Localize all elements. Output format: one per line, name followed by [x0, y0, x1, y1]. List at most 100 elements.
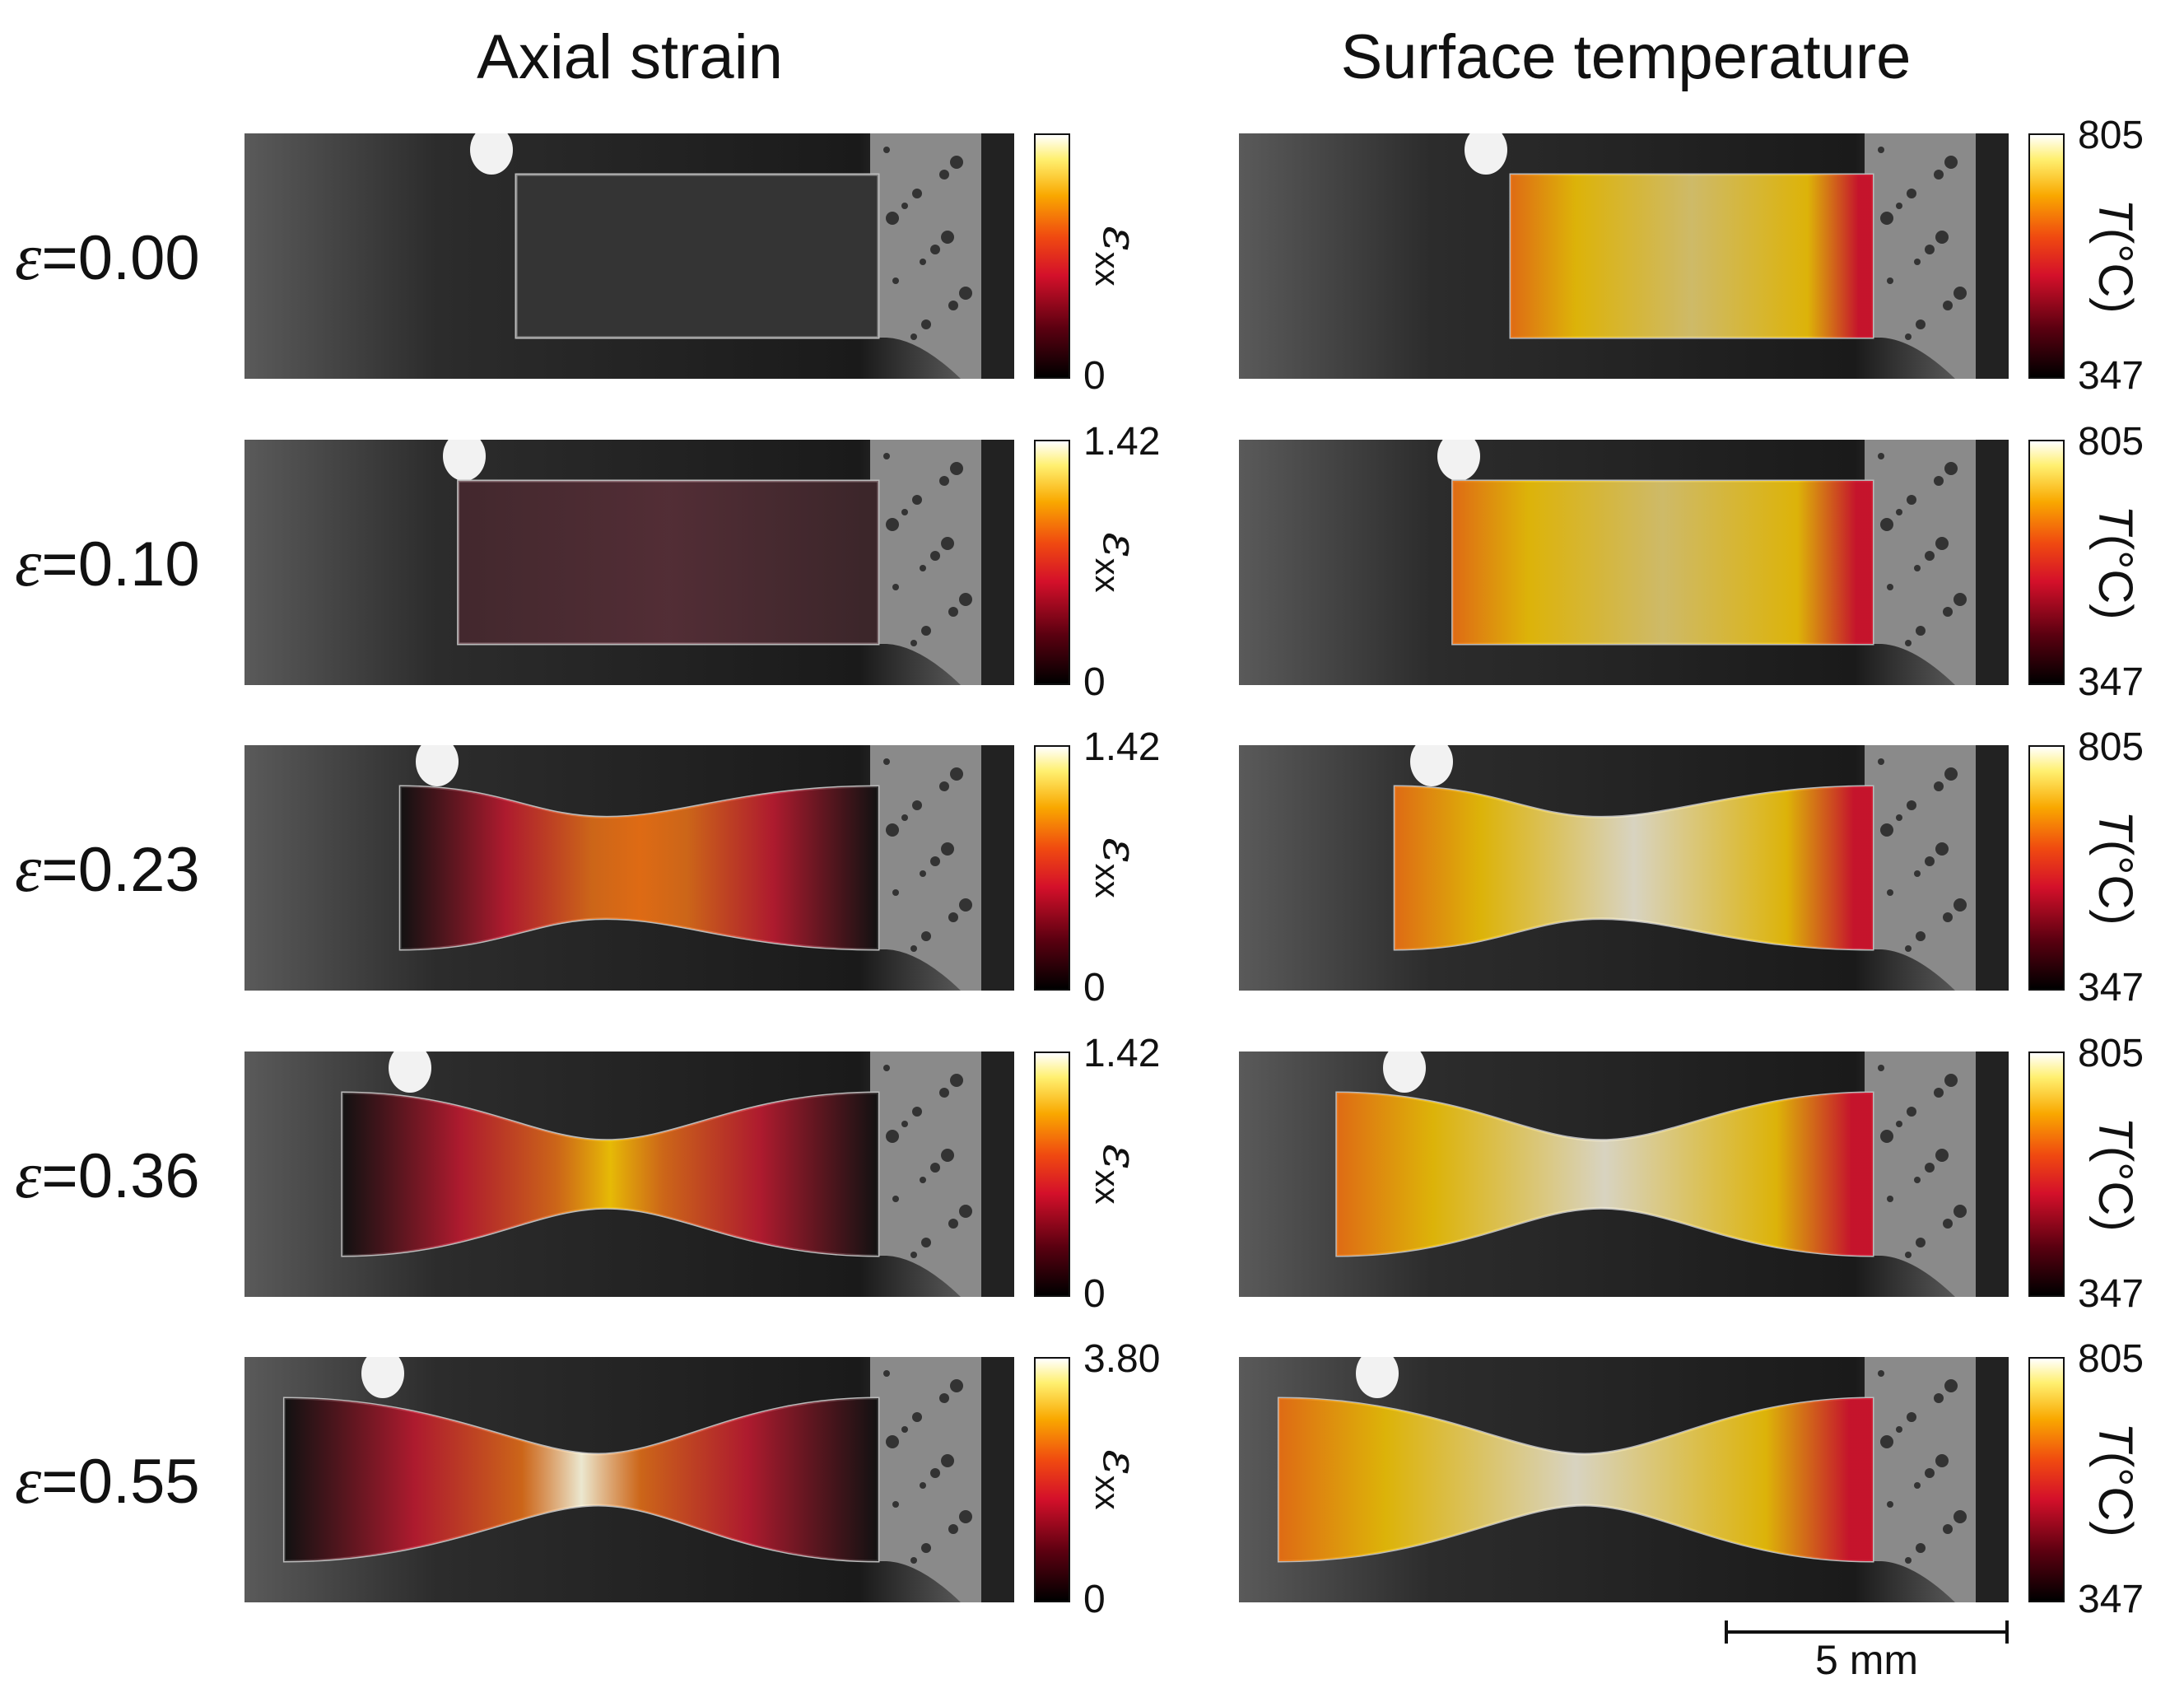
surface-pit: [1925, 856, 1935, 866]
temperature-map-panel: [1239, 1052, 2009, 1297]
surface-pit: [920, 565, 926, 571]
surface-pit: [948, 301, 958, 310]
specimen-grip: [870, 1052, 1014, 1297]
reflection-spot: [416, 745, 459, 786]
reflection-spot: [361, 1357, 404, 1398]
surface-pit: [1953, 287, 1967, 300]
surface-pit: [948, 912, 958, 922]
surface-pit: [886, 1130, 899, 1143]
surface-pit: [920, 1482, 926, 1489]
surface-pit: [1916, 1543, 1926, 1553]
temp-colorbar-min-label: 347: [2078, 966, 2144, 1010]
surface-pit: [1916, 931, 1926, 941]
strain-field-overlay: [400, 786, 878, 949]
epsilon-symbol: ε: [15, 219, 42, 294]
surface-pit: [1887, 1196, 1893, 1202]
surface-pit: [1887, 889, 1893, 896]
surface-pit: [1905, 1557, 1912, 1564]
strain-field-overlay: [458, 481, 878, 644]
temp-colorbar: [2028, 133, 2065, 379]
surface-pit: [920, 870, 926, 877]
strain-symbol: ε: [1092, 1449, 1148, 1476]
surface-pit: [1907, 800, 1916, 810]
surface-pit: [930, 1468, 940, 1478]
temperature-unit: (°C): [2089, 1451, 2142, 1537]
surface-pit: [1934, 476, 1944, 486]
surface-pit: [959, 1510, 972, 1523]
surface-pit: [1944, 462, 1958, 475]
surface-pit: [930, 245, 940, 254]
surface-pit: [921, 931, 931, 941]
surface-pit: [1878, 453, 1884, 459]
surface-pit: [1943, 1219, 1953, 1229]
strain-map-panel: [244, 1052, 1014, 1297]
surface-pit: [1916, 1238, 1926, 1247]
surface-pit: [1934, 170, 1944, 180]
surface-pit: [1907, 189, 1916, 198]
surface-pit: [959, 1205, 972, 1218]
reflection-spot: [1465, 133, 1507, 175]
surface-pit: [892, 277, 899, 284]
surface-pit: [883, 147, 890, 153]
surface-pit: [1896, 203, 1902, 209]
strain-colorbar-title: εxx: [1088, 745, 1149, 991]
temp-colorbar-max-label: 805: [2078, 114, 2144, 157]
surface-pit: [921, 1543, 931, 1553]
strain-subscript: xx: [1088, 1475, 1127, 1510]
temp-colorbar-max-label: 805: [2078, 420, 2144, 464]
surface-pit: [1934, 1088, 1944, 1098]
surface-pit: [1943, 1524, 1953, 1534]
specimen-grip: [1865, 1357, 2009, 1602]
strain-map-panel: [244, 1357, 1014, 1602]
surface-pit: [1896, 1121, 1902, 1127]
temperature-symbol: T: [2089, 505, 2142, 534]
surface-pit: [1878, 1065, 1884, 1071]
surface-pit: [920, 1177, 926, 1183]
strain-symbol: ε: [1092, 837, 1148, 864]
surface-pit: [950, 1379, 963, 1392]
strain-colorbar-title: εxx: [1088, 1052, 1149, 1297]
surface-pit: [1953, 593, 1967, 606]
grip-edge: [1976, 745, 2009, 991]
strain-subscript: xx: [1088, 863, 1127, 898]
surface-pit: [939, 1393, 949, 1403]
strain-colorbar-max-label: 1.42: [1083, 1032, 1161, 1075]
surface-pit: [901, 509, 908, 515]
surface-pit: [1953, 1205, 1967, 1218]
surface-pit: [1914, 1177, 1921, 1183]
strain-colorbar-max-label: 3.80: [1083, 1337, 1161, 1381]
surface-pit: [883, 758, 890, 765]
surface-pit: [883, 1370, 890, 1377]
surface-pit: [912, 495, 922, 505]
surface-pit: [1935, 1454, 1949, 1467]
surface-pit: [1896, 814, 1902, 821]
surface-pit: [1880, 1435, 1893, 1448]
temp-colorbar-min-label: 347: [2078, 1272, 2144, 1316]
surface-pit: [1944, 1379, 1958, 1392]
surface-pit: [1935, 537, 1949, 550]
reflection-spot: [443, 440, 486, 481]
surface-pit: [921, 626, 931, 636]
surface-pit: [1878, 147, 1884, 153]
epsilon-symbol: ε: [15, 831, 42, 906]
strain-symbol: ε: [1092, 1144, 1148, 1170]
specimen-grip: [1865, 133, 2009, 379]
surface-pit: [939, 1088, 949, 1098]
surface-pit: [912, 1412, 922, 1422]
strain-field-overlay: [516, 175, 878, 338]
strain-colorbar-min-label: 0: [1083, 354, 1106, 398]
grip-edge: [1976, 1357, 2009, 1602]
surface-pit: [901, 814, 908, 821]
surface-pit: [1914, 1482, 1921, 1489]
strain-map-panel: [244, 440, 1014, 685]
temperature-unit: (°C): [2089, 839, 2142, 926]
surface-pit: [939, 476, 949, 486]
surface-pit: [1907, 495, 1916, 505]
surface-pit: [939, 170, 949, 180]
temperature-field-overlay: [1452, 481, 1873, 644]
surface-pit: [910, 1252, 917, 1258]
surface-pit: [1887, 584, 1893, 590]
reflection-spot: [1356, 1357, 1399, 1398]
surface-pit: [1925, 245, 1935, 254]
surface-pit: [892, 584, 899, 590]
